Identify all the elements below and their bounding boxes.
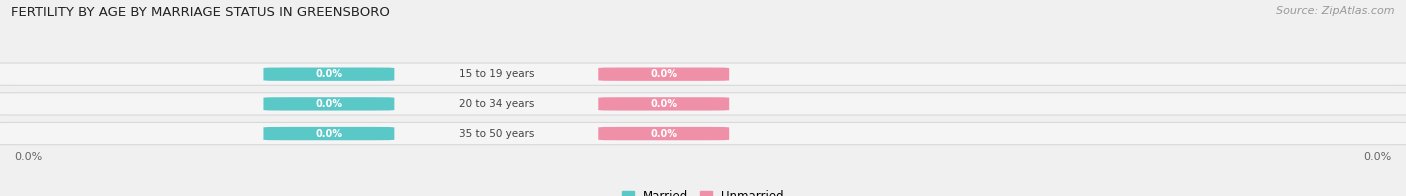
Text: FERTILITY BY AGE BY MARRIAGE STATUS IN GREENSBORO: FERTILITY BY AGE BY MARRIAGE STATUS IN G… <box>11 6 389 19</box>
Text: 0.0%: 0.0% <box>650 129 678 139</box>
Text: Source: ZipAtlas.com: Source: ZipAtlas.com <box>1277 6 1395 16</box>
Text: 0.0%: 0.0% <box>315 99 343 109</box>
FancyBboxPatch shape <box>263 67 394 81</box>
Text: 0.0%: 0.0% <box>1364 152 1392 162</box>
Text: 0.0%: 0.0% <box>650 69 678 79</box>
FancyBboxPatch shape <box>263 97 394 111</box>
FancyBboxPatch shape <box>599 97 730 111</box>
Text: 0.0%: 0.0% <box>315 129 343 139</box>
FancyBboxPatch shape <box>0 63 1406 85</box>
FancyBboxPatch shape <box>0 122 1406 145</box>
Text: 20 to 34 years: 20 to 34 years <box>458 99 534 109</box>
Legend: Married, Unmarried: Married, Unmarried <box>617 185 789 196</box>
FancyBboxPatch shape <box>599 67 730 81</box>
FancyBboxPatch shape <box>263 127 394 140</box>
FancyBboxPatch shape <box>599 127 730 140</box>
Text: 0.0%: 0.0% <box>14 152 42 162</box>
Text: 0.0%: 0.0% <box>650 99 678 109</box>
FancyBboxPatch shape <box>0 93 1406 115</box>
Text: 15 to 19 years: 15 to 19 years <box>458 69 534 79</box>
Text: 35 to 50 years: 35 to 50 years <box>458 129 534 139</box>
Text: 0.0%: 0.0% <box>315 69 343 79</box>
